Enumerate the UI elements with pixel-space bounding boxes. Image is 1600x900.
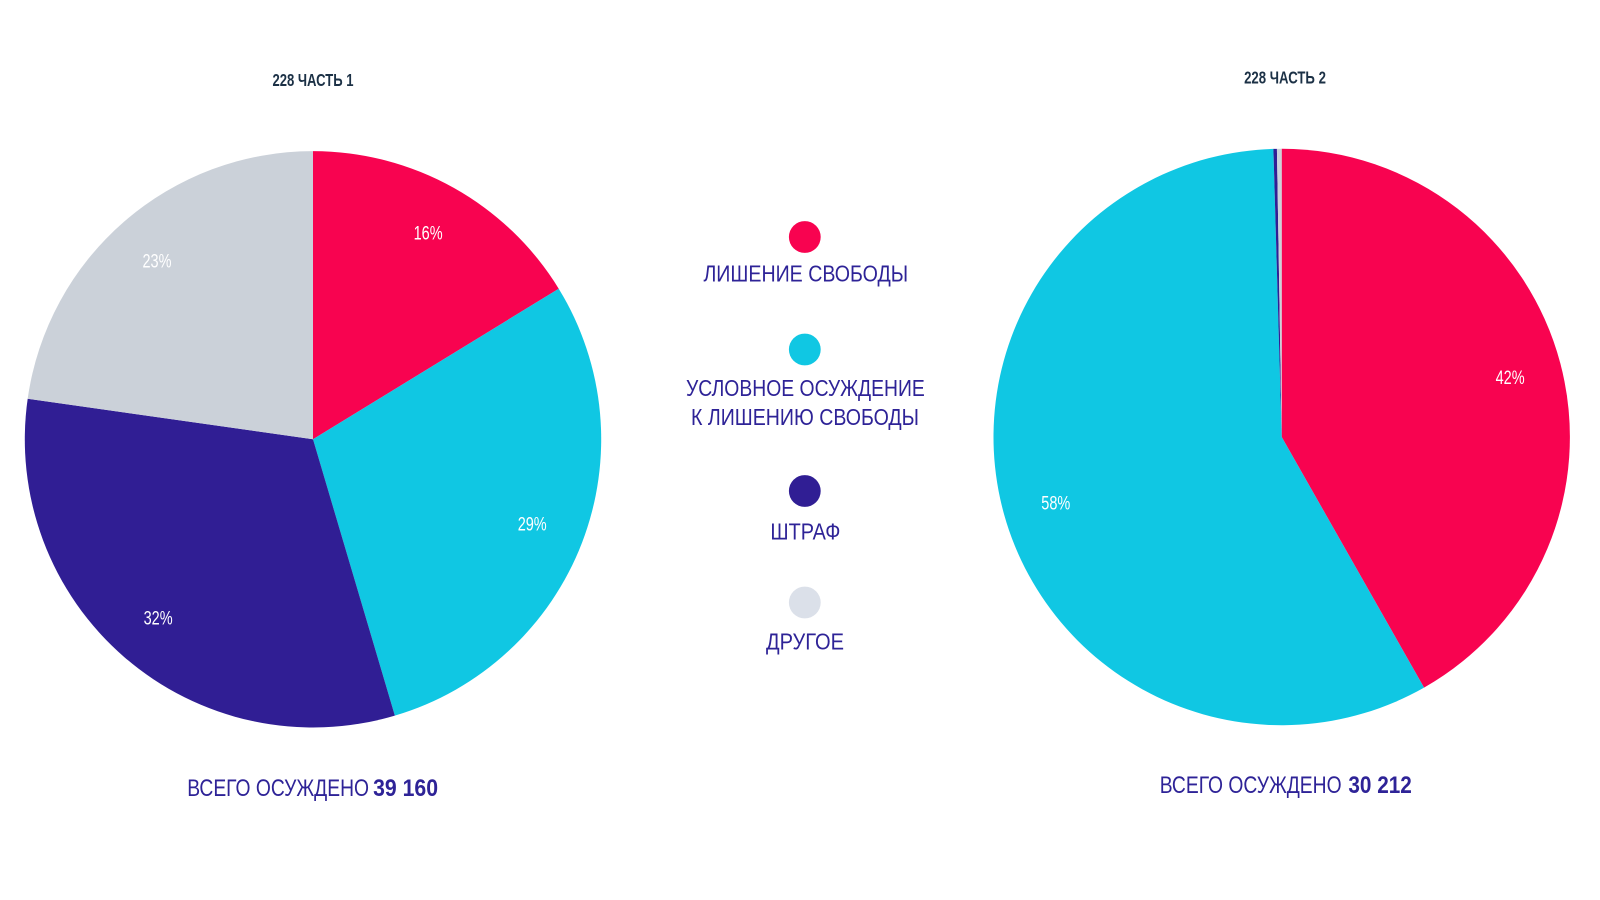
svg-text:39 160: 39 160	[373, 775, 438, 802]
svg-text:58%: 58%	[1041, 494, 1070, 515]
svg-text:К ЛИШЕНИЮ СВОБОДЫ: К ЛИШЕНИЮ СВОБОДЫ	[691, 404, 919, 430]
svg-text:228 ЧАСТЬ 1: 228 ЧАСТЬ 1	[272, 70, 353, 90]
svg-text:29%: 29%	[518, 514, 547, 535]
svg-text:228 ЧАСТЬ 2: 228 ЧАСТЬ 2	[1244, 67, 1326, 87]
svg-text:30 212: 30 212	[1348, 772, 1411, 799]
svg-text:16%: 16%	[414, 223, 443, 244]
svg-text:32%: 32%	[144, 609, 173, 630]
svg-text:ДРУГОЕ: ДРУГОЕ	[766, 628, 844, 654]
svg-text:23%: 23%	[143, 252, 172, 273]
svg-text:ВСЕГО ОСУЖДЕНО: ВСЕГО ОСУЖДЕНО	[1160, 772, 1342, 799]
svg-text:ЛИШЕНИЕ СВОБОДЫ: ЛИШЕНИЕ СВОБОДЫ	[703, 261, 908, 287]
svg-text:УСЛОВНОЕ ОСУЖДЕНИЕ: УСЛОВНОЕ ОСУЖДЕНИЕ	[686, 375, 925, 401]
svg-text:ШТРАФ: ШТРАФ	[770, 519, 840, 545]
svg-text:42%: 42%	[1496, 368, 1525, 389]
svg-text:ВСЕГО ОСУЖДЕНО: ВСЕГО ОСУЖДЕНО	[187, 775, 369, 802]
